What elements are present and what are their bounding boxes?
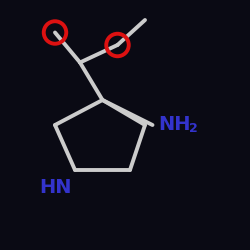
Text: HN: HN [39,178,71,197]
Text: NH: NH [159,116,191,134]
Text: 2: 2 [189,122,198,134]
